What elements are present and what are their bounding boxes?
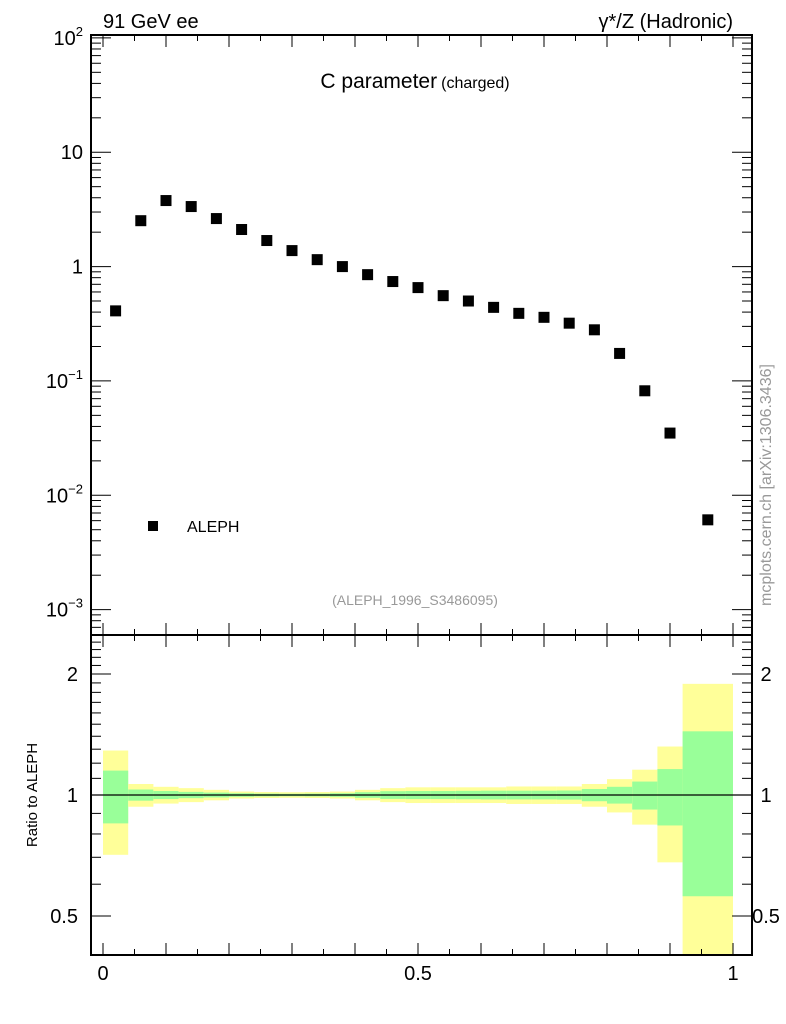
data-point (538, 311, 550, 323)
data-point (639, 385, 651, 397)
plot-title-main: C parameter (320, 70, 437, 93)
data-point (462, 295, 474, 307)
y-tick-label-base: 10 (54, 28, 76, 50)
data-point (261, 235, 273, 247)
y-tick-label-base: 1 (72, 257, 83, 279)
stat-uncertainty-band (657, 769, 683, 826)
data-point (311, 254, 323, 266)
y-tick-label: 1 (72, 257, 83, 279)
ratio-axis-label: Ratio to ALEPH (24, 743, 41, 847)
stat-uncertainty-band (682, 731, 733, 897)
data-point (702, 514, 714, 526)
data-point (588, 324, 600, 336)
data-point (110, 305, 122, 317)
data-point (336, 261, 348, 273)
y-tick-label: 10 (61, 142, 83, 164)
data-point (563, 317, 575, 329)
data-point (210, 213, 222, 225)
main-plot-frame (90, 34, 753, 636)
ratio-y-tick-label-right: 0.5 (752, 906, 780, 928)
ratio-y-tick-label: 0.5 (50, 906, 78, 928)
y-tick-label: 10−2 (46, 481, 83, 507)
ratio-y-tick-label: 2 (67, 664, 78, 686)
data-point (412, 282, 424, 294)
y-tick-label: 102 (54, 24, 83, 50)
data-point (286, 245, 298, 257)
y-tick-label: 10−3 (46, 596, 83, 622)
data-point (135, 215, 147, 227)
plot-title-sub: (charged) (441, 75, 509, 92)
x-tick-label: 1 (727, 963, 738, 985)
stat-uncertainty-band (103, 770, 129, 824)
ratio-y-tick-label: 1 (67, 785, 78, 807)
y-tick-label-exponent: −1 (68, 367, 83, 382)
y-tick-label-exponent: 2 (76, 24, 83, 39)
header-left-label: 91 GeV ee (103, 11, 199, 33)
data-point (513, 307, 525, 319)
y-tick-label-exponent: −3 (68, 596, 83, 611)
data-points (110, 195, 714, 526)
y-tick-label-base: 10 (46, 485, 68, 507)
x-tick-label: 0.5 (404, 963, 432, 985)
data-point (236, 224, 248, 236)
data-point (664, 427, 676, 439)
header-right-label: γ*/Z (Hadronic) (599, 11, 733, 33)
legend-marker (148, 521, 158, 531)
data-point (185, 201, 197, 213)
data-point (614, 347, 626, 359)
data-point (488, 301, 500, 313)
y-tick-label-base: 10 (46, 371, 68, 393)
data-point (160, 195, 172, 207)
ratio-plot-frame (90, 634, 753, 956)
y-tick-label-base: 10 (61, 142, 83, 164)
y-tick-label: 10−1 (46, 367, 83, 393)
data-point (387, 276, 399, 288)
side-label: mcplots.cern.ch [arXiv:1306.3436] (758, 364, 775, 606)
plot-title: C parameter (charged) (320, 70, 509, 93)
data-point (362, 269, 374, 281)
ratio-bands (103, 683, 733, 955)
x-tick-label: 0 (97, 963, 108, 985)
analysis-id: (ALEPH_1996_S3486095) (332, 592, 498, 608)
ratio-y-tick-label-right: 2 (760, 664, 771, 686)
y-tick-label-base: 10 (46, 600, 68, 622)
y-tick-label-exponent: −2 (68, 481, 83, 496)
legend-label: ALEPH (187, 519, 239, 536)
ratio-y-tick-label-right: 1 (760, 785, 771, 807)
data-point (437, 290, 449, 302)
